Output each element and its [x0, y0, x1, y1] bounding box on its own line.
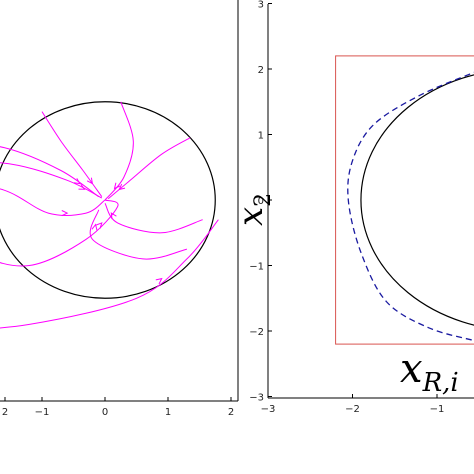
left-x-tick-label: 1 [165, 407, 171, 418]
trajectory-arrow [78, 184, 86, 190]
trajectory-curve [104, 101, 134, 201]
right-y-tick-label: 0 [258, 196, 264, 207]
right-y-tick-label: −3 [249, 393, 264, 404]
trajectory-arrow [61, 210, 69, 217]
right-y-tick-label: 2 [258, 65, 264, 76]
right-x-tick-label: −3 [261, 404, 276, 415]
right-y-tick-label: −1 [249, 262, 264, 273]
right-y-tick-label: −2 [249, 327, 264, 338]
left-panel: 2 −1 0 1 2 [0, 0, 239, 418]
trajectory-arrow [155, 277, 163, 285]
trajectory-curve [0, 146, 99, 198]
left-x-tick-label: 0 [102, 407, 108, 418]
constraint-box [335, 55, 474, 345]
trajectory-curve [0, 162, 103, 199]
trajectory-curve [0, 199, 119, 267]
trajectory-arrow [91, 223, 98, 231]
dashed-curve [347, 71, 474, 342]
left-x-tick-label: 2 [2, 407, 8, 418]
trajectory-arrow [96, 222, 103, 229]
right-x-tick-label: −1 [430, 404, 445, 415]
trajectory-arrow [110, 212, 117, 220]
trajectory-arrow [86, 177, 94, 185]
left-x-tick-label: −1 [35, 407, 50, 418]
trajectory-curve [0, 188, 106, 216]
trajectory-arrow [118, 183, 126, 191]
right-y-tick-label: 3 [258, 0, 264, 11]
trajectory-curve [104, 203, 203, 234]
trajectory-arrow [73, 178, 81, 185]
trajectory-curve [41, 111, 103, 197]
right-x-axis-label: xR,i [400, 346, 459, 398]
trajectory-curve [89, 209, 188, 260]
right-y-tick-label: 1 [258, 131, 264, 142]
trajectory-arrow [113, 182, 121, 190]
right-ellipse [360, 74, 474, 326]
right-x-tick-label: −2 [345, 404, 360, 415]
trajectory-curve [0, 219, 219, 329]
trajectory-curve [107, 137, 191, 200]
left-boundary-ellipse [0, 101, 216, 299]
left-x-tick-label: 2 [228, 407, 234, 418]
